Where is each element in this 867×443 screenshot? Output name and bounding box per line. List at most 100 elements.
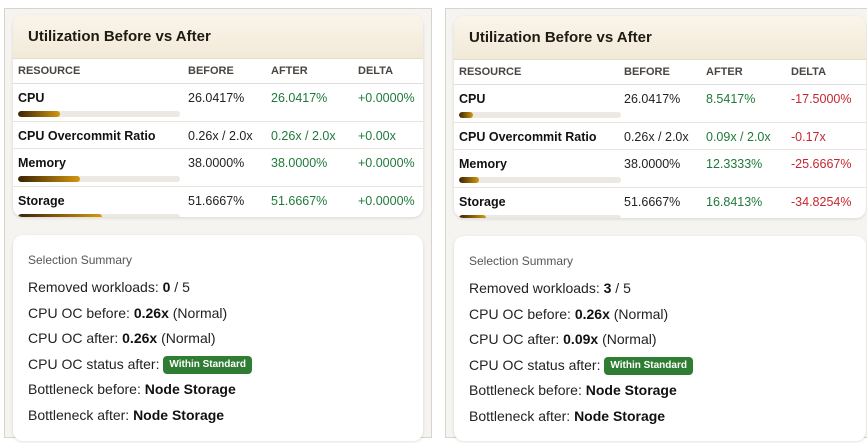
utilization-bar	[18, 111, 180, 117]
after-value: 0.09x / 2.0x	[706, 130, 771, 144]
removed-workloads-line: Removed workloads: 3 / 5	[469, 276, 866, 302]
comparison-panel-after: Utilization Before vs After RESOURCE BEF…	[445, 8, 867, 441]
after-value: 26.0417%	[271, 91, 328, 105]
column-header-delta: DELTA	[791, 60, 866, 85]
cpu-oc-after-label: CPU OC after:	[28, 330, 123, 346]
cpu-oc-before-line: CPU OC before: 0.26x (Normal)	[469, 302, 866, 328]
column-header-delta: DELTA	[358, 59, 423, 84]
cpu-oc-before-note: (Normal)	[168, 304, 228, 321]
delta-value: -17.5000%	[791, 92, 852, 106]
table-header-row: RESOURCE BEFORE AFTER DELTA	[13, 59, 423, 84]
table-row-memory: Memory 38.0000% 12.3333% -25.6667%	[454, 149, 866, 188]
utilization-card-header: Utilization Before vs After	[454, 16, 866, 60]
before-value: 51.6667%	[188, 194, 245, 208]
utilization-card: Utilization Before vs After RESOURCE BEF…	[13, 15, 423, 217]
utilization-title: Utilization Before vs After	[469, 29, 652, 46]
after-value: 8.5417%	[706, 92, 756, 106]
table-row-memory: Memory 38.0000% 38.0000% +0.0000%	[13, 148, 423, 187]
delta-value: +0.00x	[358, 129, 396, 143]
resource-name: Storage	[459, 195, 506, 209]
resource-name: CPU	[18, 91, 45, 105]
delta-value: +0.0000%	[358, 156, 415, 170]
column-header-after: AFTER	[271, 59, 358, 84]
bottleneck-before-value: Node Storage	[144, 381, 236, 397]
table-header-row: RESOURCE BEFORE AFTER DELTA	[454, 60, 866, 85]
removed-workloads-total: / 5	[170, 279, 190, 295]
table-row-cpu-overcommit: CPU Overcommit Ratio 0.26x / 2.0x 0.09x …	[454, 122, 866, 150]
cpu-oc-after-note: (Normal)	[598, 331, 657, 347]
cpu-oc-status-label: CPU OC status after:	[28, 355, 164, 372]
utilization-card: Utilization Before vs After RESOURCE BEF…	[454, 16, 866, 218]
utilization-bar	[459, 177, 621, 183]
table-row-cpu-overcommit: CPU Overcommit Ratio 0.26x / 2.0x 0.26x …	[13, 121, 423, 149]
resource-name: CPU	[459, 92, 486, 106]
bottleneck-after-line: Bottleneck after: Node Storage	[28, 403, 423, 429]
cpu-oc-after-line: CPU OC after: 0.09x (Normal)	[469, 327, 866, 353]
column-header-resource: RESOURCE	[13, 59, 188, 84]
column-header-before: BEFORE	[188, 59, 271, 84]
table-row-cpu: CPU 26.0417% 8.5417% -17.5000%	[454, 84, 866, 123]
table-row-storage: Storage 51.6667% 51.6667% +0.0000%	[13, 187, 423, 217]
cpu-oc-before-value: 0.26x	[133, 304, 169, 321]
bottleneck-after-value: Node Storage	[133, 406, 225, 423]
after-value: 16.8413%	[706, 195, 763, 209]
selection-summary-card: Selection Summary Removed workloads: 3 /…	[454, 236, 866, 441]
utilization-bar-fill	[459, 177, 479, 183]
column-header-after: AFTER	[706, 60, 791, 85]
removed-workloads-line: Removed workloads: 0 / 5	[28, 275, 423, 301]
utilization-bar-fill	[459, 215, 487, 218]
table-row-storage: Storage 51.6667% 16.8413% -34.8254%	[454, 188, 866, 218]
bottleneck-after-label: Bottleneck after:	[469, 407, 575, 424]
comparison-panel-before: Utilization Before vs After RESOURCE BEF…	[4, 8, 432, 441]
summary-title: Selection Summary	[28, 253, 133, 267]
cpu-oc-after-line: CPU OC after: 0.26x (Normal)	[28, 326, 423, 352]
bottleneck-before-value: Node Storage	[585, 382, 677, 398]
utilization-bar-fill	[18, 214, 102, 217]
resource-name: CPU Overcommit Ratio	[459, 130, 597, 144]
delta-value: -25.6667%	[791, 157, 852, 171]
bottleneck-before-line: Bottleneck before: Node Storage	[28, 377, 423, 403]
removed-workloads-label: Removed workloads:	[28, 279, 163, 295]
delta-value: -34.8254%	[791, 195, 852, 209]
table-row-cpu: CPU 26.0417% 26.0417% +0.0000%	[13, 83, 423, 122]
resource-name: Memory	[18, 156, 66, 170]
utilization-bar	[18, 214, 180, 217]
bottleneck-after-value: Node Storage	[574, 407, 666, 424]
bottleneck-before-line: Bottleneck before: Node Storage	[469, 378, 866, 404]
resource-name: Storage	[18, 194, 65, 208]
utilization-bar-fill	[459, 112, 473, 118]
bottleneck-before-label: Bottleneck before:	[469, 382, 586, 398]
status-badge: Within Standard	[163, 355, 252, 374]
utilization-bar	[459, 112, 621, 118]
utilization-bar	[18, 176, 180, 182]
before-value: 38.0000%	[188, 156, 245, 170]
cpu-oc-before-label: CPU OC before:	[28, 304, 134, 321]
cpu-oc-after-value: 0.26x	[122, 330, 158, 346]
after-value: 12.3333%	[706, 157, 763, 171]
cpu-oc-after-label: CPU OC after:	[469, 331, 564, 347]
cpu-oc-after-value: 0.09x	[563, 331, 599, 347]
before-value: 0.26x / 2.0x	[624, 130, 689, 144]
bottleneck-before-label: Bottleneck before:	[28, 381, 145, 397]
utilization-bar-fill	[18, 111, 61, 117]
utilization-card-header: Utilization Before vs After	[13, 15, 423, 59]
removed-workloads-count: 3	[603, 280, 612, 296]
before-value: 0.26x / 2.0x	[188, 129, 253, 143]
resource-name: CPU Overcommit Ratio	[18, 129, 156, 143]
column-header-resource: RESOURCE	[454, 60, 624, 85]
selection-summary-card: Selection Summary Removed workloads: 0 /…	[13, 235, 423, 441]
cpu-oc-before-line: CPU OC before: 0.26x (Normal)	[28, 301, 423, 327]
bottleneck-after-label: Bottleneck after:	[28, 406, 134, 423]
delta-value: -0.17x	[791, 130, 826, 144]
before-value: 51.6667%	[624, 195, 681, 209]
removed-workloads-total: / 5	[611, 280, 631, 296]
resource-name: Memory	[459, 157, 507, 171]
cpu-oc-status-label: CPU OC status after:	[469, 356, 605, 373]
cpu-oc-after-note: (Normal)	[157, 330, 216, 346]
after-value: 51.6667%	[271, 194, 328, 208]
status-badge: Within Standard	[604, 356, 693, 375]
utilization-table: RESOURCE BEFORE AFTER DELTA CPU 26.0417%…	[454, 60, 866, 218]
before-value: 26.0417%	[188, 91, 245, 105]
cpu-oc-before-label: CPU OC before:	[469, 305, 575, 322]
utilization-table: RESOURCE BEFORE AFTER DELTA CPU 26.0417%…	[13, 59, 423, 217]
